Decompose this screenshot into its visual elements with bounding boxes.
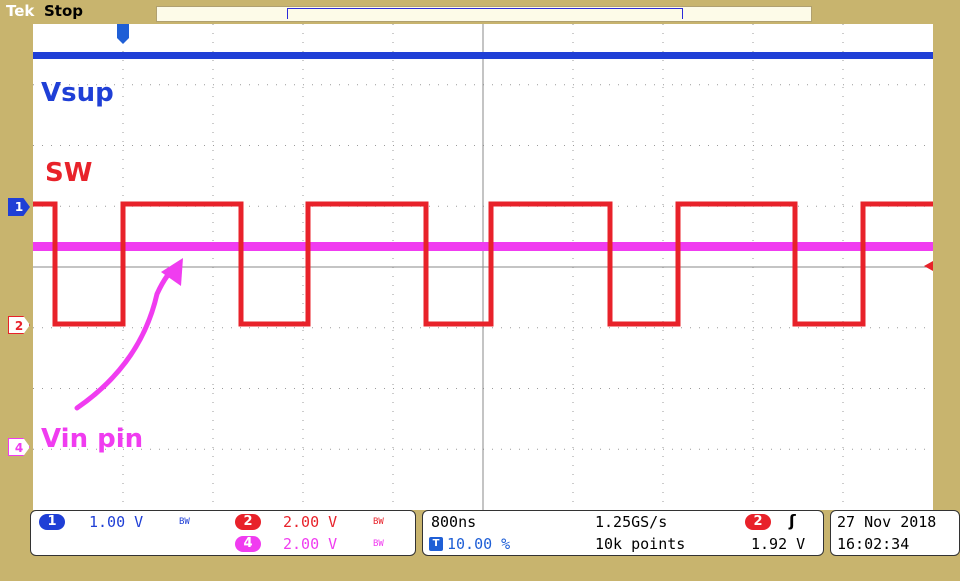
- vin-pin-trace-label: Vin pin: [41, 424, 144, 454]
- vsup-trace-label: Vsup: [41, 78, 114, 108]
- trigger-position: 10.00 %: [447, 535, 511, 553]
- trigger-position-icon: T: [429, 537, 443, 551]
- waveform-screen: Vsup SW Vin pin: [33, 24, 933, 510]
- record-view-window: [287, 8, 683, 19]
- annotation-arrowhead: [161, 258, 183, 286]
- timebase-trigger-panel[interactable]: 800ns T 10.00 % 1.25GS/s 10k points 2 ʃ …: [422, 510, 824, 556]
- ch2-scale: 2.00 V: [283, 513, 338, 531]
- trigger-time-marker-icon: [117, 24, 129, 44]
- date: 27 Nov 2018: [837, 513, 937, 531]
- waveform-graticule: [33, 24, 933, 510]
- ch4-badge: 4: [235, 536, 261, 552]
- ch1-bw-limit-icon: BW: [179, 517, 190, 527]
- ch1-scale: 1.00 V: [89, 513, 144, 531]
- acquisition-state: Stop: [44, 2, 84, 20]
- trigger-level: 1.92 V: [751, 535, 806, 553]
- trigger-level-arrow: [924, 261, 933, 271]
- ch4-ground-marker[interactable]: 4: [8, 438, 30, 456]
- trigger-source-badge: 2: [745, 514, 771, 530]
- channel-scales-panel[interactable]: 1 1.00 V BW 2 2.00 V BW 4 2.00 V BW: [30, 510, 416, 556]
- sw-trace: [33, 201, 933, 327]
- record-length: 10k points: [595, 535, 686, 553]
- bottom-status-bar: 1 1.00 V BW 2 2.00 V BW 4 2.00 V BW 800n…: [30, 510, 960, 560]
- sw-trace-label: SW: [45, 158, 93, 188]
- date-time-panel: 27 Nov 2018 16:02:34: [830, 510, 960, 556]
- sample-rate: 1.25GS/s: [595, 513, 668, 531]
- vin-pin-trace: [33, 242, 933, 251]
- ch2-badge: 2: [235, 514, 261, 530]
- ch4-scale: 2.00 V: [283, 535, 338, 553]
- annotation-arrow: [74, 261, 182, 411]
- ch2-ground-marker[interactable]: 2: [8, 316, 30, 334]
- timebase-scale: 800ns: [431, 513, 477, 531]
- top-status-bar: Tek Stop: [0, 0, 960, 22]
- record-view-bar: [156, 6, 812, 22]
- time: 16:02:34: [837, 535, 910, 553]
- brand-logo: Tek: [6, 2, 35, 20]
- vsup-trace: [33, 52, 933, 59]
- rising-edge-icon: ʃ: [789, 511, 796, 530]
- ch1-badge: 1: [39, 514, 65, 530]
- ch4-bw-limit-icon: BW: [373, 539, 384, 549]
- ch2-bw-limit-icon: BW: [373, 517, 384, 527]
- ch1-ground-marker[interactable]: 1: [8, 198, 30, 216]
